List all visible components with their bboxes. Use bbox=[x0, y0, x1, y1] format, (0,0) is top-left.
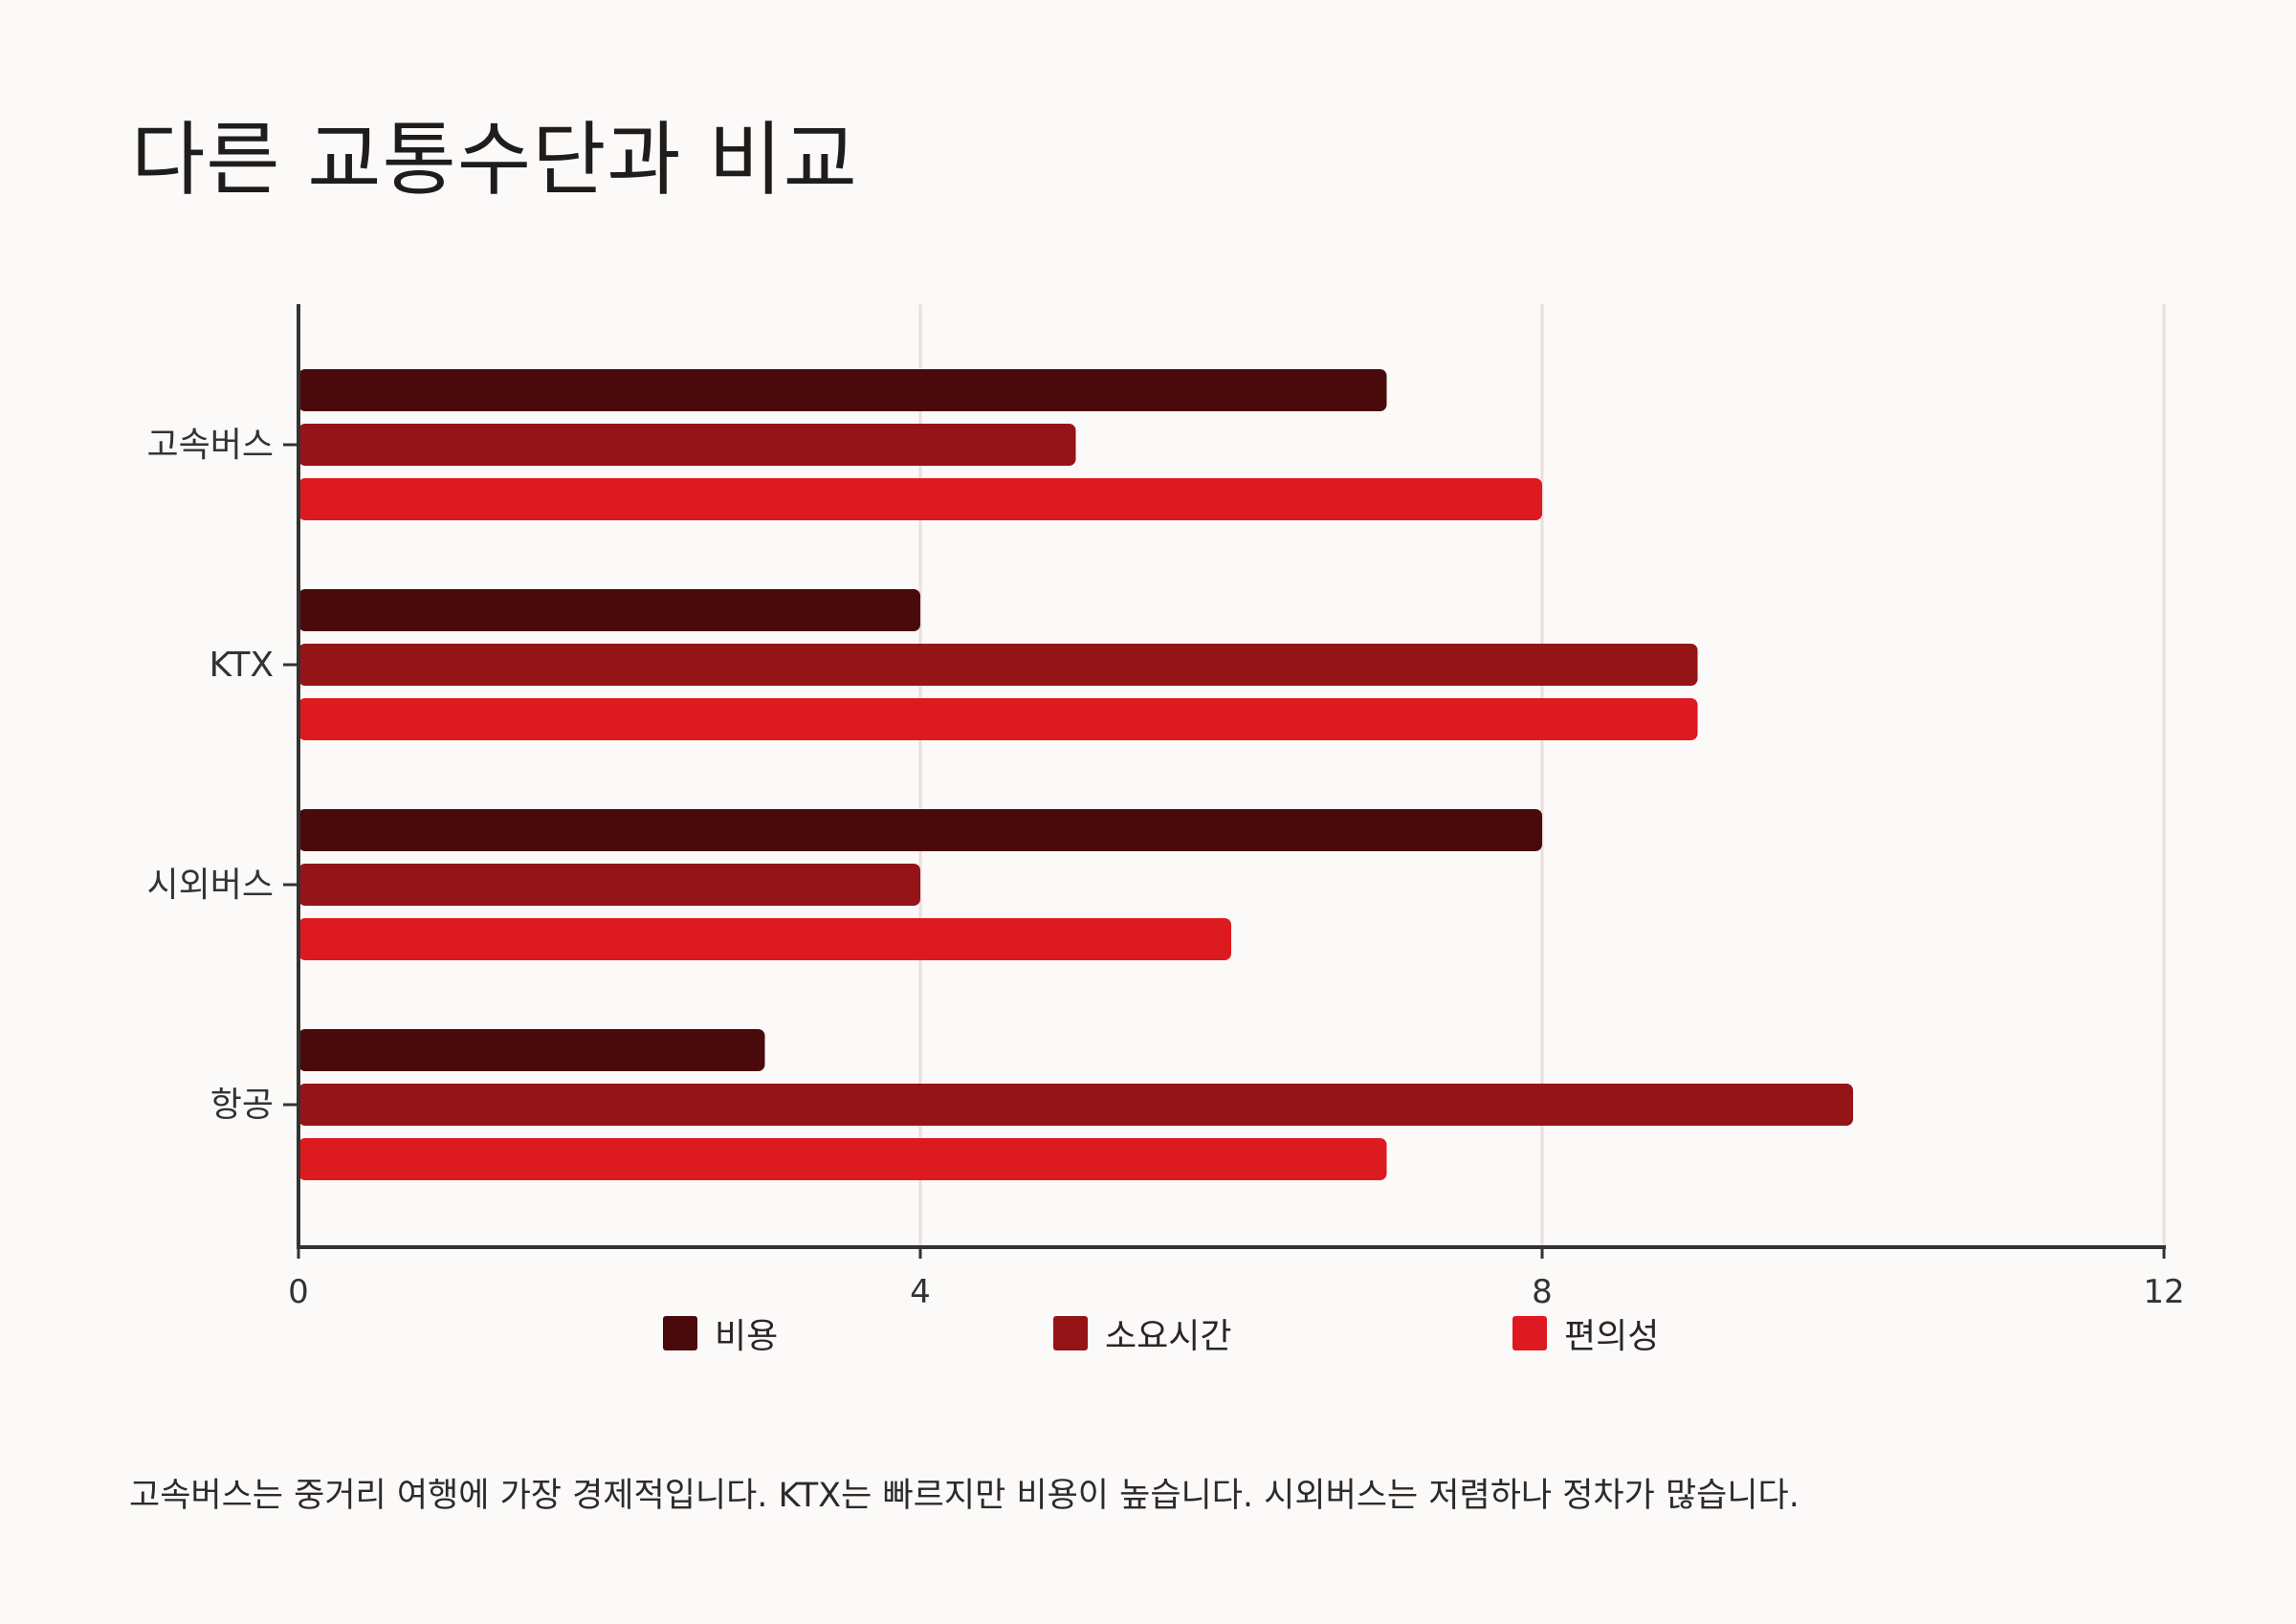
legend-label: 소요시간 bbox=[1105, 1317, 1232, 1356]
legend-swatch bbox=[1053, 1316, 1088, 1350]
page-title: 다른 교통수단과 비교 bbox=[131, 113, 858, 207]
bar bbox=[298, 1029, 765, 1071]
legend-label: 비용 bbox=[715, 1317, 779, 1356]
legend-swatch bbox=[663, 1316, 697, 1350]
bar bbox=[298, 809, 1542, 851]
bar bbox=[298, 369, 1387, 411]
y-tick-label: 시외버스 bbox=[147, 866, 274, 905]
bars bbox=[298, 369, 1853, 1180]
legend-item-cost: 비용 bbox=[663, 1308, 778, 1358]
bar bbox=[298, 1138, 1387, 1180]
legend-item-convenience: 편의성 bbox=[1512, 1308, 1659, 1358]
bar bbox=[298, 698, 1698, 740]
bar bbox=[298, 644, 1698, 686]
bar bbox=[298, 918, 1231, 960]
y-tick-label: 항공 bbox=[210, 1086, 274, 1125]
bar bbox=[298, 1084, 1853, 1126]
chart-caption: 고속버스는 중거리 여행에 가장 경제적입니다. KTX는 빠르지만 비용이 높… bbox=[129, 1477, 1799, 1515]
legend-label: 편의성 bbox=[1564, 1317, 1660, 1356]
bar bbox=[298, 864, 920, 906]
x-tick-label: 12 bbox=[2143, 1273, 2184, 1311]
x-tick-label: 0 bbox=[288, 1273, 309, 1311]
bar bbox=[298, 589, 920, 631]
x-tick-label: 8 bbox=[1532, 1273, 1553, 1311]
y-tick-label: KTX bbox=[210, 646, 274, 685]
x-tick-label: 4 bbox=[910, 1273, 931, 1311]
legend-swatch bbox=[1512, 1316, 1547, 1350]
legend: 비용 소요시간 편의성 bbox=[663, 1308, 1811, 1356]
axes bbox=[283, 304, 2166, 1259]
bar bbox=[298, 424, 1076, 466]
bar bbox=[298, 478, 1542, 520]
legend-item-time: 소요시간 bbox=[1053, 1308, 1231, 1358]
y-tick-label: 고속버스 bbox=[147, 426, 274, 465]
